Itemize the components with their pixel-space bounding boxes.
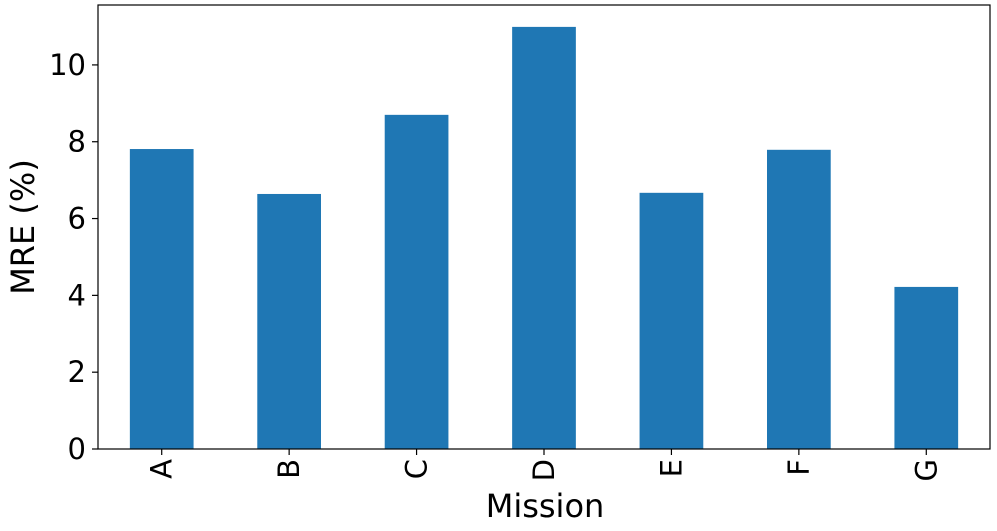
bar (894, 286, 959, 449)
x-tick-label: E (654, 459, 688, 477)
y-tick-label: 2 (68, 355, 86, 389)
x-tick-label: F (782, 459, 816, 476)
x-tick-label: B (272, 459, 306, 479)
x-tick-label: G (909, 459, 943, 481)
y-tick-label: 4 (68, 278, 86, 312)
x-axis-label: Mission (486, 487, 605, 525)
x-tick-label: C (400, 459, 434, 479)
bar (384, 114, 449, 449)
bar (512, 26, 576, 450)
x-tick-label: D (527, 459, 561, 481)
bar (257, 193, 321, 449)
x-tick-label: A (145, 459, 179, 479)
bar (767, 149, 831, 449)
y-tick-label: 6 (68, 202, 86, 236)
y-axis-label: MRE (%) (4, 159, 42, 295)
bar (639, 192, 704, 450)
y-tick-label: 8 (68, 125, 86, 159)
y-tick-label: 10 (49, 48, 86, 82)
y-tick-label: 0 (68, 432, 86, 466)
plot-frame (97, 4, 991, 450)
bar (129, 149, 194, 450)
